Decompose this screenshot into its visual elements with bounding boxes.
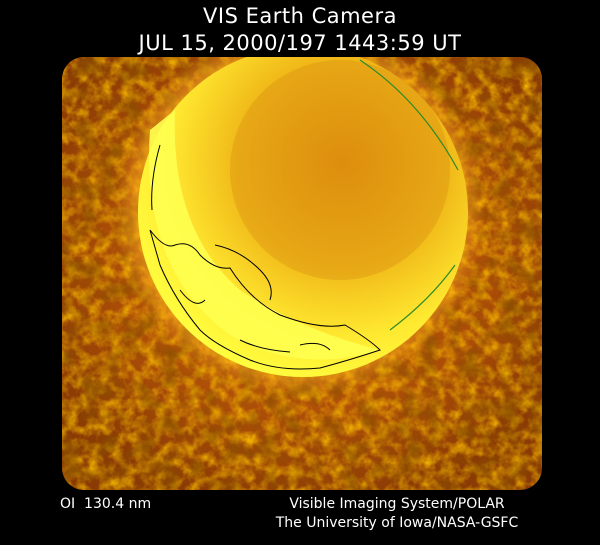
- terminator-line: [359, 59, 459, 331]
- credit: The University of Iowa/NASA-GSFC: [275, 515, 519, 531]
- timestamp: JUL 15, 2000/197 1443:59 UT: [137, 31, 462, 55]
- earth-image: [62, 57, 542, 490]
- wavelength: OI 130.4 nm: [60, 496, 151, 512]
- title: VIS Earth Camera: [203, 4, 397, 28]
- coastlines: [149, 144, 381, 370]
- instrument: Visible Imaging System/POLAR: [289, 496, 505, 512]
